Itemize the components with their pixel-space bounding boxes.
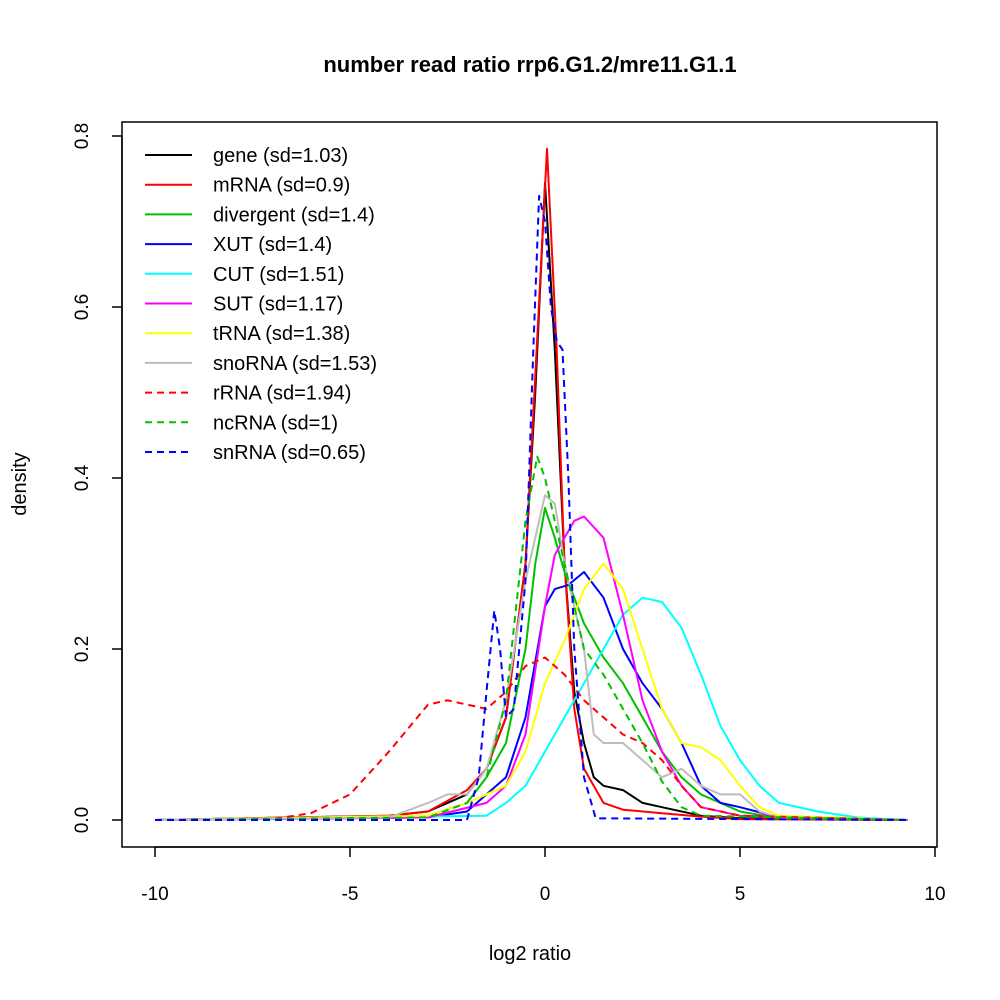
series-line-divergent xyxy=(154,506,908,821)
x-tick-label: 0 xyxy=(540,884,551,905)
legend-label: ncRNA (sd=1) xyxy=(213,412,338,434)
legend-label: mRNA (sd=0.9) xyxy=(213,175,350,197)
series-line-CUT xyxy=(154,596,908,821)
x-axis-label: log2 ratio xyxy=(489,943,571,965)
series-line-rRNA xyxy=(154,656,908,821)
y-tick-label: 0.8 xyxy=(72,123,93,149)
legend: gene (sd=1.03) mRNA (sd=0.9) divergent (sd… xyxy=(145,145,377,464)
y-tick-label: 0.4 xyxy=(72,464,93,491)
legend-label: rRNA (sd=1.94) xyxy=(213,383,351,405)
series-line-tRNA xyxy=(154,562,908,821)
y-tick-label: 0.6 xyxy=(72,294,93,320)
y-tick-label: 0.2 xyxy=(72,636,93,662)
series-line-XUT xyxy=(154,571,908,821)
series-line-ncRNA xyxy=(154,455,908,821)
series-line-mRNA xyxy=(154,147,908,821)
chart-title: number read ratio rrp6.G1.2/mre11.G1.1 xyxy=(323,52,736,77)
series-line-snRNA xyxy=(155,194,908,821)
x-tick-label: 10 xyxy=(924,884,945,905)
legend-label: CUT (sd=1.51) xyxy=(213,264,344,286)
legend-label: tRNA (sd=1.38) xyxy=(213,323,350,345)
legend-label: divergent (sd=1.4) xyxy=(213,204,375,226)
x-tick-label: -10 xyxy=(141,884,168,905)
x-tick-label: -5 xyxy=(342,884,359,905)
legend-label: snoRNA (sd=1.53) xyxy=(213,353,377,375)
x-tick-label: 5 xyxy=(735,884,746,905)
legend-label: SUT (sd=1.17) xyxy=(213,294,343,316)
y-tick-label: 0.0 xyxy=(72,807,93,833)
legend-label: XUT (sd=1.4) xyxy=(213,234,332,256)
legend-label: snRNA (sd=0.65) xyxy=(213,442,366,464)
y-axis-label: density xyxy=(9,452,31,515)
series-line-snoRNA xyxy=(154,494,908,821)
legend-label: gene (sd=1.03) xyxy=(213,145,348,167)
